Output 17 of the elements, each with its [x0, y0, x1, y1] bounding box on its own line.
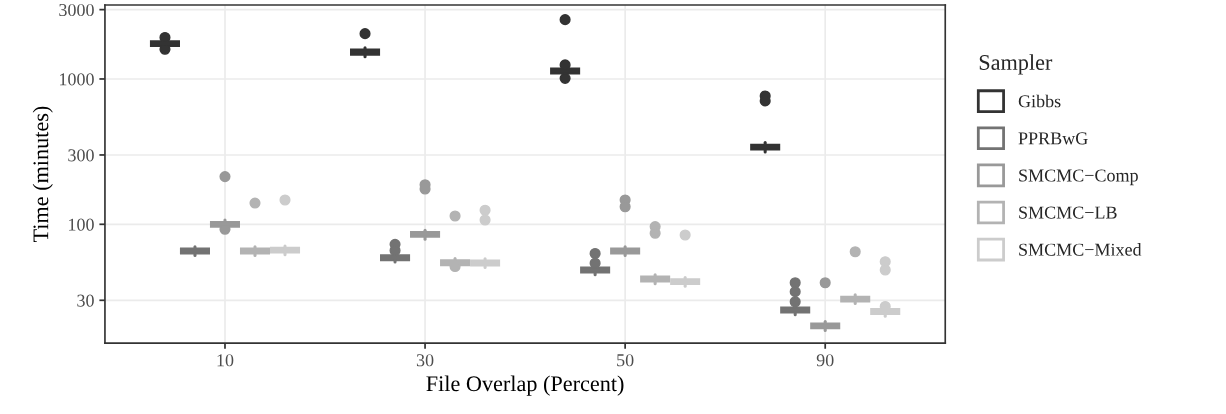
y-axis-title: Time (minutes) [32, 106, 53, 243]
x-tick-label: 90 [816, 354, 834, 367]
legend-label: SMCMC−LB [1019, 206, 1117, 219]
legend-title: Sampler [979, 54, 1053, 75]
y-tick-label: 1000 [60, 73, 94, 86]
x-tick-label: 10 [217, 354, 234, 367]
x-tick-label: 30 [416, 354, 434, 367]
legend-label: SMCMC−Comp [1019, 169, 1138, 186]
legend-label: SMCMC−Mixed [1019, 243, 1142, 256]
y-tick-label: 100 [69, 218, 94, 231]
legend-label: PPRBwG [1018, 132, 1088, 145]
legend-label: Gibbs [1018, 94, 1061, 108]
x-axis-title: File Overlap (Percent) [426, 375, 624, 396]
y-tick-label: 3000 [59, 3, 94, 17]
x-tick-label: 50 [617, 354, 634, 367]
y-tick-label: 30 [77, 294, 94, 307]
y-tick-label: 300 [68, 149, 94, 162]
